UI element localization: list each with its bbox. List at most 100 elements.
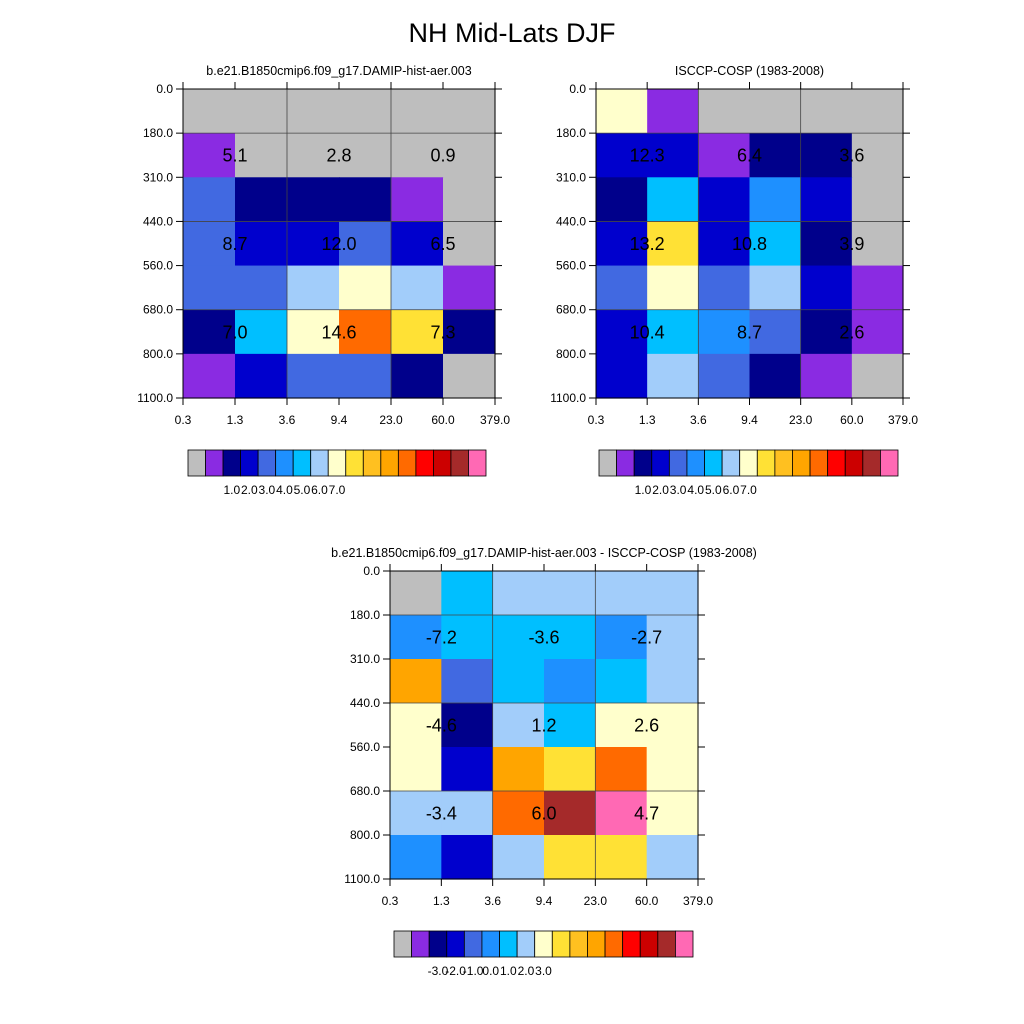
colorbar-swatch (446, 930, 465, 958)
heatmap-cell (595, 571, 648, 616)
heatmap-cell (391, 177, 444, 223)
y-tick-label: 800.0 (143, 347, 173, 361)
heatmap-cell (749, 89, 802, 134)
heatmap-cell (596, 133, 648, 178)
colorbar-swatch (415, 449, 434, 477)
y-tick-label: 440.0 (143, 214, 173, 228)
colorbar-label: 6.0 (311, 483, 328, 497)
block-value-label: -2.7 (631, 628, 662, 648)
colorbar-label: 5.0 (705, 483, 722, 497)
block-value-label: 2.6 (839, 322, 864, 342)
heatmap-cell (391, 265, 444, 311)
colorbar-swatch (792, 449, 811, 477)
heatmap-cell (339, 89, 392, 134)
heatmap-cell (749, 133, 802, 178)
y-tick-label: 680.0 (143, 303, 173, 317)
heatmap-cell (443, 89, 496, 134)
colorbar-swatch (774, 449, 793, 477)
heatmap-cell (183, 353, 236, 399)
block-value-label: 12.3 (630, 146, 665, 166)
heatmap-cell (595, 659, 648, 704)
colorbar-swatch (551, 930, 571, 958)
heatmap-cell (235, 89, 288, 134)
heatmap-cell (647, 133, 699, 178)
heatmap-cell (851, 133, 904, 178)
x-tick-label: 60.0 (431, 413, 455, 427)
y-tick-label: 680.0 (350, 784, 380, 798)
colorbar-swatch (450, 449, 469, 477)
panel-title: b.e21.B1850cmip6.f09_g17.DAMIP-hist-aer.… (331, 546, 757, 560)
heatmap-cell (441, 571, 494, 616)
heatmap-cell (851, 309, 904, 355)
colorbar-swatch (616, 449, 635, 477)
heatmap-cell (492, 571, 545, 616)
heatmap-cell (287, 89, 340, 134)
colorbar-swatch (668, 449, 688, 477)
colorbar-swatch (587, 930, 606, 958)
heatmap-cell (441, 615, 494, 660)
heatmap-cell (391, 133, 444, 178)
heatmap-cell (647, 309, 699, 355)
colorbar-swatch (686, 449, 705, 477)
heatmap-cell (339, 353, 392, 399)
colorbar-swatch (411, 930, 430, 958)
heatmap-cell (749, 265, 802, 311)
heatmap-cell (544, 835, 596, 880)
colorbar-swatch (205, 449, 224, 477)
colorbar-label: 6.0 (723, 483, 740, 497)
y-tick-label: 800.0 (556, 347, 586, 361)
heatmap-cell (544, 703, 596, 748)
heatmap-cell (441, 791, 494, 836)
colorbar-label: 2.0 (518, 964, 535, 978)
heatmap-cell (441, 747, 494, 792)
colorbar-swatch (657, 930, 676, 958)
y-tick-label: 1100.0 (137, 391, 173, 405)
colorbar-swatch (345, 449, 364, 477)
heatmap-cell (235, 309, 288, 355)
heatmap-cell (492, 703, 545, 748)
heatmap-cell (339, 133, 392, 178)
y-tick-label: 440.0 (350, 696, 380, 710)
x-tick-label: 1.3 (433, 894, 450, 908)
heatmap-cell (492, 747, 545, 792)
heatmap-cell (492, 791, 545, 836)
x-tick-label: 9.4 (536, 894, 553, 908)
colorbar-swatch (633, 449, 653, 477)
main-title: NH Mid-Lats DJF (408, 18, 616, 48)
block-value-label: 5.1 (222, 146, 247, 166)
colorbar-swatch (739, 449, 758, 477)
heatmap-cell (698, 177, 751, 223)
heatmap-cell (646, 659, 699, 704)
heatmap-cell (390, 703, 442, 748)
heatmap-cell (800, 89, 853, 134)
heatmap-cell (647, 177, 699, 223)
heatmap-cell (596, 309, 648, 355)
block-value-label: 8.7 (737, 322, 762, 342)
heatmap-cell (646, 835, 699, 880)
colorbar-label: 1.0 (223, 483, 240, 497)
x-tick-label: 23.0 (379, 413, 403, 427)
heatmap-cell (443, 353, 496, 399)
heatmap-cell (183, 265, 236, 311)
y-tick-label: 1100.0 (550, 391, 586, 405)
block-value-label: 1.2 (531, 716, 556, 736)
heatmap-cell (492, 835, 545, 880)
heatmap-cell (183, 89, 236, 134)
heatmap-cell (544, 615, 596, 660)
block-value-label: 14.6 (321, 322, 356, 342)
block-value-label: 6.0 (531, 804, 556, 824)
heatmap-cell (698, 309, 751, 355)
heatmap-cell (443, 177, 496, 223)
colorbar-swatch (844, 449, 864, 477)
heatmap-cell (390, 747, 442, 792)
x-tick-label: 23.0 (584, 894, 608, 908)
colorbar-swatch (362, 449, 382, 477)
x-tick-label: 379.0 (888, 413, 918, 427)
heatmap-cell (441, 659, 494, 704)
heatmap-cell (183, 221, 236, 267)
heatmap-cell (851, 89, 904, 134)
x-tick-label: 60.0 (840, 413, 864, 427)
colorbar-swatch (639, 930, 659, 958)
y-tick-label: 310.0 (143, 170, 173, 184)
